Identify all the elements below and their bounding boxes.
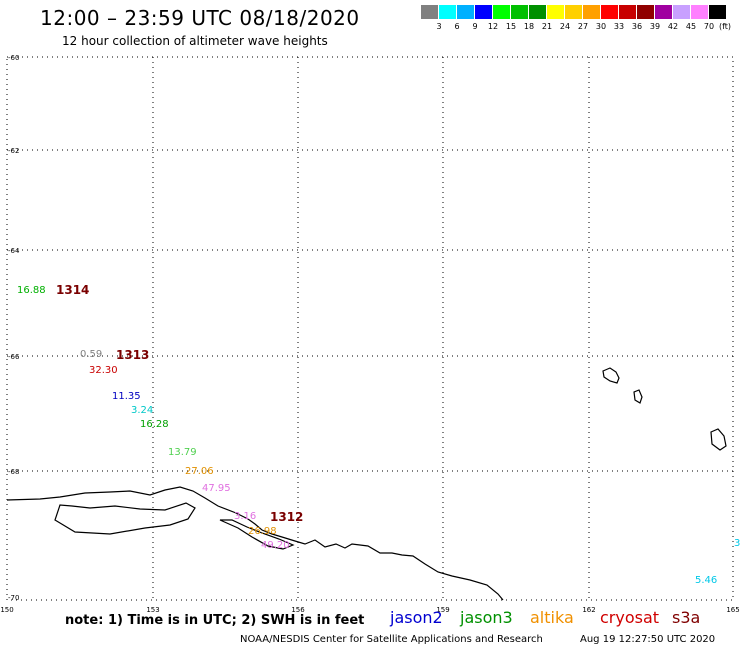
- obs-value: 11.35: [112, 391, 141, 402]
- obs-value: 16.88: [17, 285, 46, 296]
- obs-value: 47.95: [202, 483, 231, 494]
- obs-value: 32.30: [89, 365, 118, 376]
- legend-swatch: [601, 5, 618, 19]
- legend-swatch: [637, 5, 654, 19]
- latitude-label: -68: [8, 468, 19, 476]
- credit-line: NOAA/NESDIS Center for Satellite Applica…: [240, 634, 543, 645]
- legend-tick-label: 9: [472, 22, 478, 31]
- satellite-altika: altika: [530, 608, 574, 627]
- longitude-label: 159: [436, 606, 449, 614]
- legend-tick-label: 15: [505, 22, 517, 31]
- legend-swatch: [619, 5, 636, 19]
- satellite-jason2: jason2: [390, 608, 443, 627]
- legend-swatch: [547, 5, 564, 19]
- longitude-label: 150: [0, 606, 13, 614]
- legend-swatch: [493, 5, 510, 19]
- latitude-label: -60: [8, 54, 19, 62]
- satellite-cryosat: cryosat: [600, 608, 660, 627]
- legend-swatch: [655, 5, 672, 19]
- station-id: 1313: [116, 348, 150, 362]
- legend-swatch: [691, 5, 708, 19]
- legend-tick-label: 70: [703, 22, 715, 31]
- latitude-label: -64: [8, 247, 20, 255]
- obs-value: 16.28: [140, 419, 169, 430]
- legend-swatch: [583, 5, 600, 19]
- legend-swatch: [421, 5, 438, 19]
- obs-value: 0.59: [80, 349, 103, 360]
- station-id: 1314: [56, 283, 90, 297]
- obs-value: 13.79: [168, 447, 197, 458]
- legend-tick-label: 39: [649, 22, 661, 31]
- longitude-label: 162: [582, 606, 595, 614]
- obs-value: 49.20: [261, 540, 290, 551]
- map-frame: [6, 56, 734, 601]
- obs-value: 3.24: [131, 405, 154, 416]
- legend-tick-label: 30: [595, 22, 607, 31]
- legend-swatch: [475, 5, 492, 19]
- footer-note: note: 1) Time is in UTC; 2) SWH is in fe…: [65, 613, 365, 628]
- obs-value: 3.16: [234, 511, 257, 522]
- obs-value: 26.98: [248, 526, 277, 537]
- legend-unit: (ft): [718, 22, 732, 31]
- legend-swatch: [511, 5, 528, 19]
- legend-tick-label: 42: [667, 22, 679, 31]
- latitude-label: -66: [8, 353, 20, 361]
- chart-title: 12:00 – 23:59 UTC 08/18/2020: [40, 6, 360, 30]
- legend-swatch: [529, 5, 546, 19]
- legend-tick-label: 27: [577, 22, 589, 31]
- satellite-s3a: s3a: [672, 608, 701, 627]
- legend-swatch: [565, 5, 582, 19]
- longitude-label: 156: [291, 606, 305, 614]
- obs-value: 5.46: [695, 575, 718, 586]
- legend-tick-label: 18: [523, 22, 535, 31]
- legend-tick-label: 33: [613, 22, 625, 31]
- legend-tick-label: 3: [436, 22, 442, 31]
- balleny-island-north: [602, 367, 620, 384]
- legend-tick-label: 21: [541, 22, 553, 31]
- balleny-island-middle: [633, 389, 643, 404]
- legend-tick-label: 45: [685, 22, 697, 31]
- legend-swatch: [709, 5, 726, 19]
- station-id: 1312: [270, 510, 304, 524]
- legend-swatch: [673, 5, 690, 19]
- map-grid: [6, 56, 734, 601]
- legend-swatch: [439, 5, 456, 19]
- legend-tick-label: 36: [631, 22, 643, 31]
- legend-tick-label: 6: [454, 22, 460, 31]
- legend-swatch: [457, 5, 474, 19]
- issued-timestamp: Aug 19 12:27:50 UTC 2020: [580, 634, 716, 645]
- obs-value: 3: [734, 538, 740, 549]
- latitude-label: -70: [8, 594, 19, 602]
- obs-value: 27.06: [185, 466, 214, 477]
- balleny-island-south: [710, 428, 727, 451]
- satellite-jason3: jason3: [460, 608, 513, 627]
- chart-subtitle: 12 hour collection of altimeter wave hei…: [62, 34, 328, 48]
- latitude-label: -62: [8, 147, 19, 155]
- longitude-label: 165: [726, 606, 739, 614]
- legend-tick-label: 24: [559, 22, 571, 31]
- legend-tick-label: 12: [487, 22, 499, 31]
- antarctic-coastline: [6, 486, 504, 601]
- longitude-label: 153: [146, 606, 159, 614]
